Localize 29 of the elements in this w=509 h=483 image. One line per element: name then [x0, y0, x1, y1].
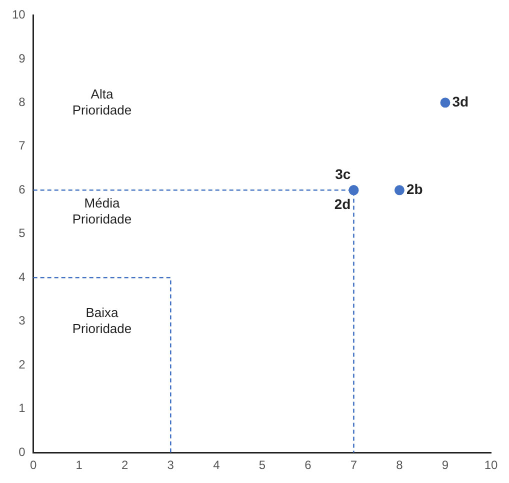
x-tick-label: 6	[304, 458, 312, 472]
x-tick-label: 10	[484, 458, 498, 472]
y-tick-label: 0	[18, 444, 26, 459]
annotation: 3c	[335, 166, 351, 182]
x-tick-label: 9	[442, 458, 449, 472]
y-tick-label: 3	[18, 314, 26, 328]
annotation: Média Prioridade	[72, 196, 132, 227]
y-tick-label: 10	[12, 8, 26, 22]
x-tick-label: 3	[167, 458, 174, 472]
annotation: Alta Prioridade	[72, 86, 132, 118]
y-tick-label: 9	[18, 51, 26, 66]
x-tick-label: 2	[122, 458, 129, 472]
y-tick-label: 7	[18, 138, 26, 153]
x-tick-label: 8	[396, 458, 404, 472]
x-tick-label: 5	[258, 458, 266, 472]
x-tick-label: 4	[213, 458, 220, 472]
y-tick-label: 1	[18, 401, 26, 416]
y-tick-label: 6	[18, 182, 26, 196]
annotation: 3d	[452, 94, 469, 110]
y-tick-label: 8	[18, 94, 26, 109]
y-tick-label: 4	[18, 270, 26, 284]
x-tick-label: 7	[350, 458, 358, 472]
annotation: 2d	[334, 196, 351, 212]
annotation: 2b	[406, 181, 423, 198]
y-tick-label: 5	[18, 226, 26, 240]
annotation: Baixa Prioridade	[72, 304, 132, 336]
x-tick-label: 1	[76, 458, 83, 472]
y-tick-label: 2	[18, 357, 26, 372]
x-tick-label: 0	[30, 458, 38, 472]
